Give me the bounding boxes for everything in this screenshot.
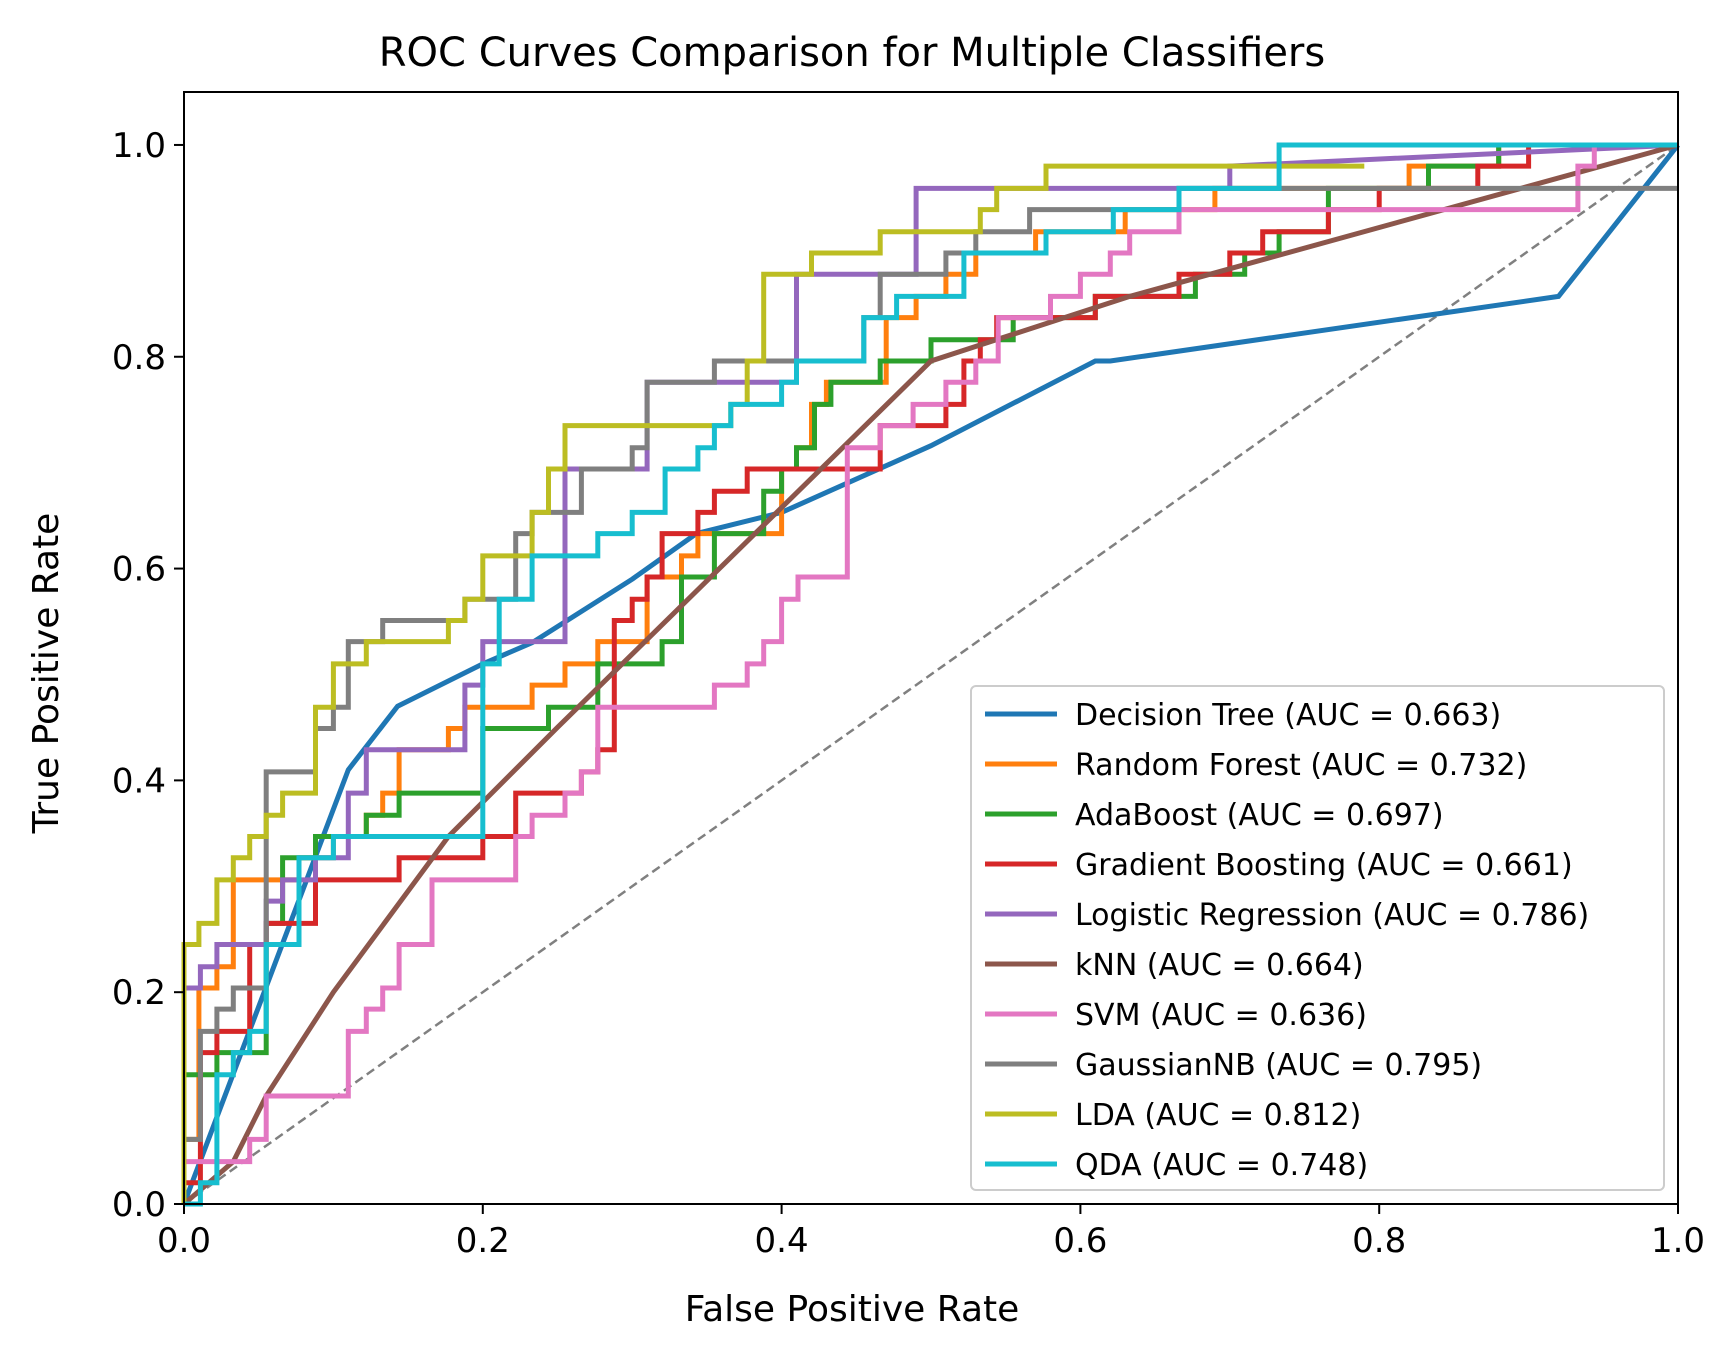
legend-entry-label: Logistic Regression (AUC = 0.786): [1075, 898, 1589, 933]
y-axis-label: True Positive Rate: [26, 513, 67, 835]
x-tick-label: 1.0: [1651, 1221, 1705, 1261]
roc-line-9: [184, 142, 1678, 1207]
roc-line-6: [184, 142, 1678, 1165]
y-tick-label: 0.8: [112, 338, 166, 378]
legend-entry-label: GaussianNB (AUC = 0.795): [1075, 1048, 1482, 1083]
legend-entry-label: QDA (AUC = 0.748): [1075, 1148, 1368, 1183]
x-axis-ticks: 0.0 0.2 0.4 0.6 0.8 1.0: [157, 1204, 1705, 1261]
chance-diagonal-line: [183, 143, 1679, 1206]
chart-title: ROC Curves Comparison for Multiple Class…: [379, 30, 1325, 76]
x-tick-label: 0.8: [1352, 1221, 1406, 1261]
legend-box: [970, 685, 1665, 1191]
x-axis-label: False Positive Rate: [685, 1289, 1020, 1330]
roc-line-7: [181, 185, 1678, 1204]
legend-entry-label: Gradient Boosting (AUC = 0.661): [1075, 848, 1573, 883]
x-tick-label: 0.4: [755, 1221, 809, 1261]
y-axis-ticks: 0.0 0.2 0.4 0.6 0.8 1.0: [112, 126, 184, 1225]
legend-entry-label: Random Forest (AUC = 0.732): [1075, 748, 1527, 783]
y-tick-label: 0.4: [112, 761, 166, 801]
roc-line-8: [181, 163, 1365, 1204]
legend: Decision Tree (AUC = 0.663) Random Forest…: [970, 685, 1665, 1191]
x-tick-label: 0.2: [456, 1221, 510, 1261]
legend-entry-label: SVM (AUC = 0.636): [1075, 998, 1367, 1033]
x-tick-label: 0.0: [157, 1221, 211, 1261]
y-tick-label: 1.0: [112, 126, 166, 166]
y-tick-label: 0.0: [112, 1185, 166, 1225]
legend-entry-label: Decision Tree (AUC = 0.663): [1075, 698, 1501, 733]
roc-line-3: [181, 142, 1678, 1204]
legend-entry-label: AdaBoost (AUC = 0.697): [1075, 798, 1444, 833]
y-tick-label: 0.6: [112, 550, 166, 590]
legend-entry-label: LDA (AUC = 0.812): [1075, 1098, 1361, 1133]
legend-entry-label: kNN (AUC = 0.664): [1075, 948, 1364, 983]
plot-frame: [183, 91, 1679, 1205]
y-tick-label: 0.2: [112, 973, 166, 1013]
x-tick-label: 0.6: [1053, 1221, 1107, 1261]
